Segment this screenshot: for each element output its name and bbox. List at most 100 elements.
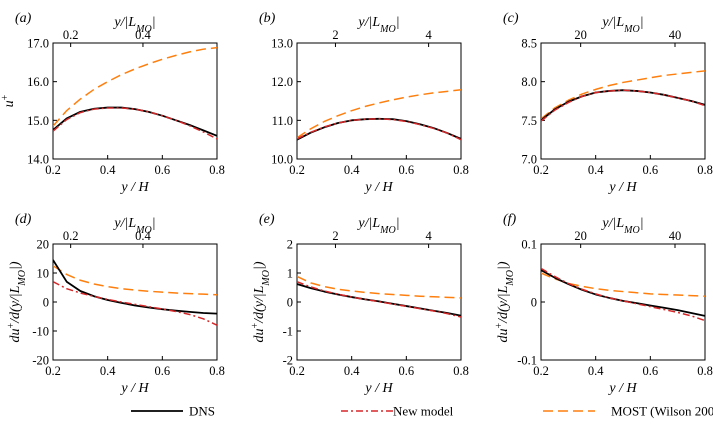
- top-tick-label: 0.4: [135, 28, 151, 42]
- series-line-most: [297, 275, 461, 299]
- plot-frame: [540, 243, 706, 361]
- y-tick-label: -1: [283, 325, 293, 339]
- top-tick-label: 0.4: [135, 229, 151, 243]
- series-line-new: [297, 118, 461, 141]
- top-axis-label: y/|LMO|: [112, 15, 155, 35]
- panel-label: (c): [503, 11, 519, 26]
- y-tick-label: 0: [287, 296, 293, 310]
- y-axis-label-text: du+/d(y/|LMO|): [494, 261, 516, 342]
- panel-d: 0.2 0.4 0.6 0.8 -20 -10 0 10 20 0.2 0.4 (d) y/|LMO| y…: [6, 212, 225, 396]
- y-tick-label: 0: [43, 296, 49, 310]
- x-tick-label: 0.2: [45, 364, 61, 378]
- y-axis-label-text: u+: [0, 94, 17, 107]
- series-line-most: [297, 89, 461, 139]
- series-group: [297, 275, 461, 318]
- x-tick-label: 0.6: [155, 163, 171, 177]
- x-tick-label: 0.6: [643, 364, 659, 378]
- series-line-dns: [297, 117, 461, 141]
- top-tick-label: 2: [332, 28, 338, 42]
- top-tick-label: 4: [425, 28, 432, 42]
- legend-label-most: MOST (Wilson 2001): [611, 404, 713, 419]
- x-axis-label-text: y / H: [119, 180, 149, 195]
- y-axis-label: du+/d(y/|LMO|): [494, 261, 516, 342]
- panel-label: (e): [259, 212, 275, 227]
- y-tick-label: 1: [287, 267, 293, 281]
- top-axis-label: y/|LMO|: [112, 216, 155, 236]
- top-axis-label-text: y/|LMO|: [600, 216, 643, 236]
- legend-label-dns: DNS: [189, 404, 215, 419]
- y-tick-label: 17.0: [27, 37, 49, 51]
- y-tick-label: -2: [283, 354, 293, 368]
- top-axis-label-text: y/|LMO|: [600, 15, 643, 35]
- x-axis-label: y / H: [119, 381, 149, 396]
- series-line-dns: [541, 89, 705, 122]
- series-line-most: [541, 272, 705, 297]
- series-line-most: [541, 70, 705, 120]
- y-tick-label: 7.0: [521, 153, 537, 167]
- top-axis-label: y/|LMO|: [600, 216, 643, 236]
- plot-frame: [52, 42, 218, 160]
- x-axis-label: y / H: [363, 381, 393, 396]
- series-line-dns: [53, 106, 217, 137]
- plot-frame: [52, 243, 218, 361]
- series-line-new: [297, 280, 461, 318]
- series-line-most: [53, 46, 217, 127]
- x-axis-label-text: y / H: [363, 381, 393, 396]
- top-axis-label-text: y/|LMO|: [112, 216, 155, 236]
- panel-label: (b): [259, 11, 276, 26]
- series-line-dns: [541, 269, 705, 317]
- top-tick-label: 20: [574, 229, 587, 243]
- x-tick-label: 0.4: [100, 163, 116, 177]
- top-axis-label-text: y/|LMO|: [356, 15, 399, 35]
- x-tick-label: 0.8: [209, 364, 225, 378]
- legend: DNS New model MOST (Wilson 2001): [131, 404, 713, 419]
- top-tick-label: 4: [425, 229, 432, 243]
- y-axis-label: u+: [0, 94, 17, 107]
- y-axis-label: du+/d(y/|LMO|): [6, 261, 28, 342]
- top-axis-label: y/|LMO|: [600, 15, 643, 35]
- top-axis-label-text: y/|LMO|: [112, 15, 155, 35]
- top-tick-label: 40: [669, 229, 682, 243]
- x-tick-label: 0.8: [697, 364, 713, 378]
- x-tick-label: 0.2: [45, 163, 61, 177]
- y-tick-label: 8.5: [521, 37, 537, 51]
- top-tick-label: 0.2: [63, 28, 79, 42]
- series-line-new: [53, 281, 217, 326]
- y-tick-label: -20: [32, 354, 49, 368]
- x-tick-label: 0.8: [453, 364, 469, 378]
- x-tick-label: 0.2: [533, 364, 549, 378]
- top-tick-label: 20: [574, 28, 587, 42]
- x-tick-label: 0.6: [399, 364, 415, 378]
- y-tick-label: 15.0: [27, 114, 49, 128]
- panel-f: 0.2 0.4 0.6 0.8 -0.1 0 0.1 20 40 (f) y/|LMO| y / H d…: [494, 212, 713, 396]
- series-line-dns: [297, 283, 461, 317]
- x-tick-label: 0.8: [209, 163, 225, 177]
- x-tick-label: 0.8: [697, 163, 713, 177]
- x-tick-label: 0.6: [155, 364, 171, 378]
- y-tick-label: 10.0: [271, 153, 293, 167]
- panel-c: 0.2 0.4 0.6 0.8 7.0 7.5 8.0 8.5 20 40 (c) y/|LMO| y …: [503, 11, 713, 195]
- top-axis-label-text: y/|LMO|: [356, 216, 399, 236]
- x-tick-label: 0.4: [100, 364, 116, 378]
- x-tick-label: 0.2: [289, 364, 305, 378]
- y-tick-label: 20: [37, 238, 50, 252]
- series-group: [541, 267, 705, 322]
- series-group: [297, 89, 461, 141]
- y-tick-label: 10: [37, 267, 50, 281]
- y-axis-label: du+/d(y/|LMO|): [250, 261, 272, 342]
- series-group: [53, 259, 217, 326]
- panel-label: (f): [503, 212, 517, 227]
- y-tick-label: 7.5: [521, 114, 537, 128]
- series-group: [53, 46, 217, 140]
- series-line-new: [541, 89, 705, 122]
- top-tick-label: 2: [332, 229, 338, 243]
- x-tick-label: 0.6: [399, 163, 415, 177]
- top-axis-label: y/|LMO|: [356, 15, 399, 35]
- y-tick-label: 13.0: [271, 37, 293, 51]
- plot-frame: [296, 42, 462, 160]
- x-tick-label: 0.4: [588, 364, 604, 378]
- y-tick-label: 11.0: [272, 114, 293, 128]
- x-axis-label-text: y / H: [363, 180, 393, 195]
- top-tick-label: 0.2: [63, 229, 79, 243]
- x-tick-label: 0.2: [289, 163, 305, 177]
